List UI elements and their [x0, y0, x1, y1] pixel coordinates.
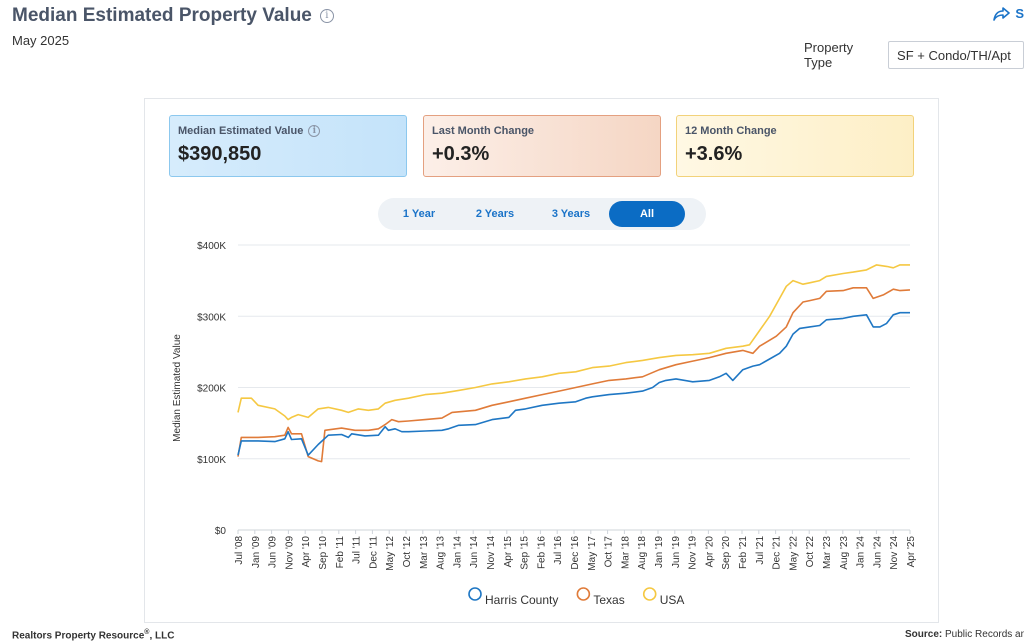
x-tick-label: Dec '21 [772, 536, 783, 570]
x-tick-label: Feb '16 [536, 536, 547, 569]
x-tick-label: Jul '21 [755, 536, 766, 565]
x-tick-label: Jun '14 [469, 536, 480, 568]
share-label: S [1015, 6, 1024, 21]
x-tick-label: Jan '24 [856, 536, 867, 568]
last-month-change-value: +0.3% [432, 143, 490, 165]
x-tick-label: Jul '11 [352, 536, 363, 564]
legend-label: USA [660, 593, 685, 607]
x-tick-label: Jan '14 [452, 536, 463, 568]
property-type-label: Property Type [804, 40, 854, 70]
info-icon[interactable]: i [319, 9, 334, 23]
x-tick-label: Apr '15 [503, 536, 514, 568]
x-tick-label: Apr '10 [301, 536, 312, 568]
series-line-texas [237, 287, 911, 463]
legend-label: Harris County [485, 593, 558, 607]
twelve-month-change-label: 12 Month Change [685, 125, 777, 137]
range-3-years-button[interactable]: 3 Years [551, 208, 591, 220]
time-range-selector: 1 Year 2 Years 3 Years All [378, 198, 706, 230]
x-tick-label: Jun '24 [872, 536, 883, 568]
series-line-usa [237, 264, 910, 421]
x-tick-label: Nov '24 [889, 536, 900, 570]
last-month-change-card: Last Month Change +0.3% [423, 115, 661, 177]
x-tick-label: Dec '11 [368, 536, 379, 569]
twelve-month-change-card: 12 Month Change +3.6% [676, 115, 914, 177]
series-line-harris-county [237, 311, 910, 456]
x-tick-label: Sep '15 [520, 536, 531, 570]
footer-company: Realtors Property Resource®, LLC [12, 629, 175, 642]
range-all-button[interactable]: All [609, 201, 685, 227]
x-tick-label: Oct '17 [604, 536, 615, 568]
median-value-card: Median Estimated Value i $390,850 [169, 115, 407, 177]
x-tick-label: May '22 [788, 536, 799, 571]
title-row: Median Estimated Property Value i [12, 5, 334, 27]
x-tick-label: May '12 [385, 536, 396, 571]
median-value-label: Median Estimated Value [178, 125, 304, 137]
x-tick-label: Oct '12 [402, 536, 413, 568]
x-tick-label: Nov '14 [486, 536, 497, 570]
y-tick-label: $0 [215, 526, 227, 537]
info-icon[interactable]: i [308, 125, 321, 137]
x-tick-label: Nov '19 [688, 536, 699, 570]
x-tick-label: Oct '22 [805, 536, 816, 568]
x-tick-label: Jan '19 [654, 536, 665, 568]
x-tick-label: Feb '21 [738, 536, 749, 569]
legend-marker [642, 587, 657, 601]
y-tick-label: $200K [197, 384, 226, 395]
x-tick-label: Jul '08 [234, 536, 245, 565]
chart-panel: Median Estimated Value i $390,850 Last M… [144, 98, 939, 623]
legend-marker [468, 587, 482, 601]
x-tick-label: Jun '19 [671, 536, 682, 568]
y-tick-label: $100K [197, 455, 226, 466]
x-tick-label: Apr '20 [704, 536, 715, 568]
range-2-years-button[interactable]: 2 Years [475, 208, 515, 220]
range-1-year-button[interactable]: 1 Year [402, 208, 436, 220]
y-tick-label: $300K [197, 312, 226, 323]
x-tick-label: Nov '09 [284, 536, 295, 570]
median-value: $390,850 [178, 143, 262, 165]
share-button[interactable]: S [993, 6, 1024, 21]
x-tick-label: Mar '13 [419, 536, 430, 569]
x-tick-label: Dec '16 [570, 536, 581, 570]
report-date: May 2025 [12, 33, 70, 48]
x-tick-label: Apr '25 [906, 536, 917, 568]
share-icon [993, 6, 1011, 21]
x-tick-label: May '17 [587, 536, 598, 571]
page-title: Median Estimated Property Value [12, 5, 312, 26]
last-month-change-label: Last Month Change [432, 125, 535, 137]
legend-marker [576, 587, 591, 601]
x-tick-label: Mar '18 [620, 536, 631, 569]
footer-source: Source: Public Records an [905, 629, 1024, 640]
y-tick-label: $400K [197, 241, 226, 252]
x-tick-label: Sep '10 [318, 536, 329, 570]
x-tick-label: Feb '11 [335, 536, 346, 569]
x-tick-label: Sep '20 [721, 536, 732, 570]
x-tick-label: Jan '09 [251, 536, 262, 568]
x-tick-label: Aug '23 [839, 536, 850, 570]
x-tick-label: Aug '13 [436, 536, 447, 570]
twelve-month-change-value: +3.6% [685, 143, 743, 165]
x-tick-label: Mar '23 [822, 536, 833, 569]
legend-label: Texas [593, 593, 624, 607]
x-tick-label: Jul '16 [553, 536, 564, 565]
x-tick-label: Aug '18 [637, 536, 648, 570]
x-tick-label: Jun '09 [268, 536, 279, 568]
y-axis-label: Median Estimated Value [172, 334, 183, 442]
